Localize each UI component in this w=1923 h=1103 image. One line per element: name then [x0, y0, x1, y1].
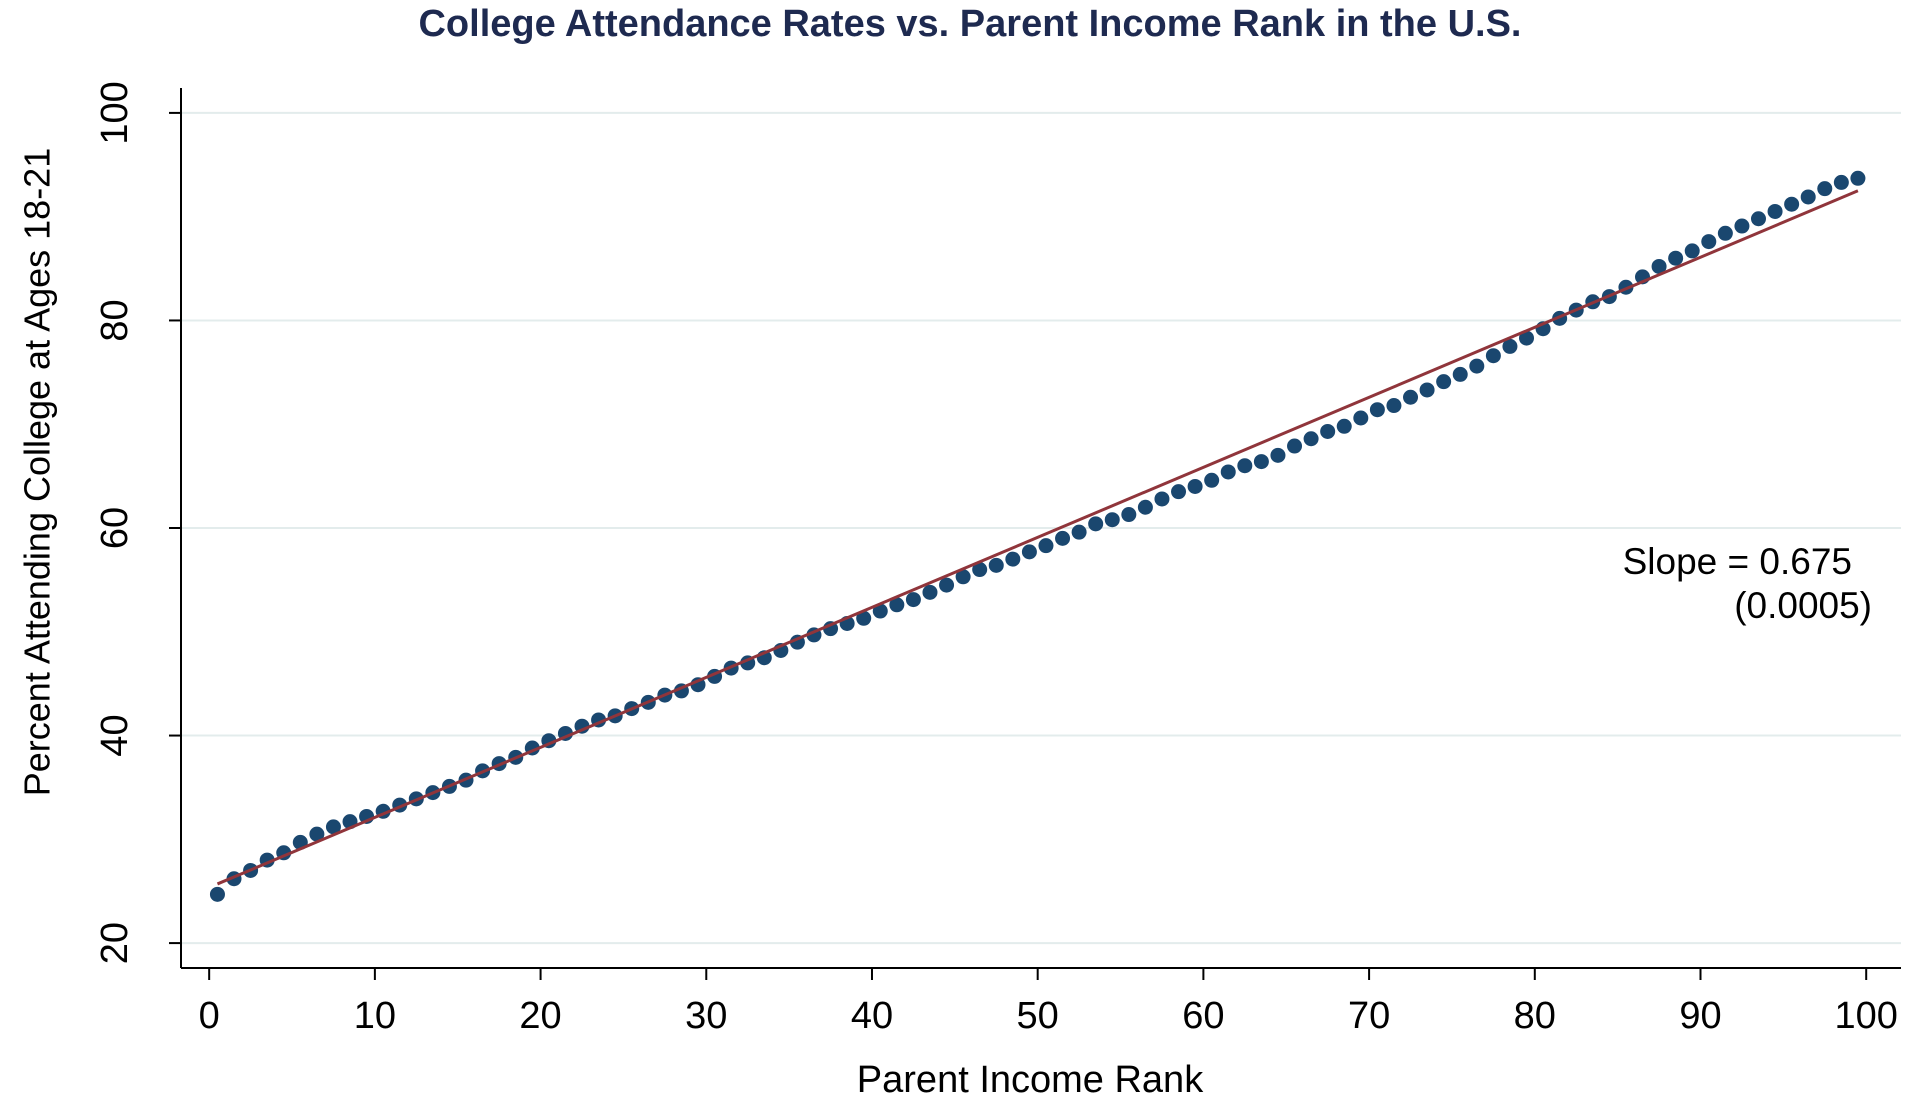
scatter-point [309, 826, 325, 842]
scatter-point [1055, 530, 1071, 546]
scatter-point [1850, 170, 1866, 186]
y-tick-label: 40 [94, 714, 136, 756]
scatter-point [955, 569, 971, 585]
x-tick-label: 60 [1182, 995, 1224, 1037]
scatter-point [856, 610, 872, 626]
x-tick-label: 70 [1348, 995, 1390, 1037]
x-tick-label: 20 [519, 995, 561, 1037]
scatter-point [1220, 464, 1236, 480]
scatter-point [1154, 491, 1170, 507]
scatter-point [1800, 189, 1816, 205]
scatter-point [1121, 507, 1137, 523]
scatter-point [939, 577, 955, 593]
scatter-point [1519, 330, 1535, 346]
scatter-point [905, 592, 921, 608]
scatter-point [1253, 454, 1269, 470]
scatter-point [1171, 484, 1187, 500]
scatter-point [1187, 478, 1203, 494]
scatter-point [1750, 211, 1766, 227]
x-tick-label: 80 [1514, 995, 1556, 1037]
scatter-point [1353, 410, 1369, 426]
scatter-point [1419, 382, 1435, 398]
scatter-point [1817, 181, 1833, 197]
scatter-point [1784, 196, 1800, 212]
chart-title: College Attendance Rates vs. Parent Inco… [418, 3, 1521, 45]
scatter-point [1386, 398, 1402, 414]
x-tick-label: 0 [199, 995, 220, 1037]
scatter-point [1436, 374, 1452, 390]
x-tick-label: 40 [851, 995, 893, 1037]
scatter-point [1502, 338, 1518, 354]
scatter-point [1270, 447, 1286, 463]
scatter-point [1469, 358, 1485, 374]
scatter-point [1104, 512, 1120, 528]
scatter-point [1088, 516, 1104, 532]
scatter-point [1071, 524, 1087, 540]
scatter-point [988, 557, 1004, 573]
scatter-point [1485, 348, 1501, 364]
scatter-point [1369, 402, 1385, 418]
y-tick-label: 100 [94, 81, 136, 144]
y-tick-label: 60 [94, 507, 136, 549]
scatter-point [1767, 203, 1783, 219]
x-tick-label: 90 [1679, 995, 1721, 1037]
scatter-point [1287, 438, 1303, 454]
scatter-point [209, 886, 225, 902]
scatter-point [1005, 551, 1021, 567]
scatter-point [1204, 472, 1220, 488]
scatter-point [1734, 218, 1750, 234]
scatter-point [922, 584, 938, 600]
annotation: Slope = 0.675 [1623, 541, 1852, 582]
scatter-point [1303, 431, 1319, 447]
scatter-point [1038, 538, 1054, 554]
scatter-point [1651, 258, 1667, 274]
y-axis-label: Percent Attending College at Ages 18-21 [17, 148, 58, 796]
x-axis-label: Parent Income Rank [857, 1059, 1204, 1101]
x-tick-label: 30 [685, 995, 727, 1037]
y-tick-label: 80 [94, 299, 136, 341]
scatter-point [1684, 243, 1700, 259]
x-tick-label: 100 [1834, 995, 1897, 1037]
scatter-point [1336, 418, 1352, 434]
scatter-point [1717, 225, 1733, 241]
scatter-point [1452, 366, 1468, 382]
scatter-point [1137, 499, 1153, 515]
scatter-point [1668, 250, 1684, 266]
scatter-point [1833, 174, 1849, 190]
scatter-point [972, 562, 988, 578]
scatter-point [872, 603, 888, 619]
x-tick-label: 10 [354, 995, 396, 1037]
y-tick-label: 20 [94, 922, 136, 964]
scatter-point [889, 597, 905, 613]
scatter-point [1237, 458, 1253, 474]
scatter-point [1701, 234, 1717, 250]
scatter-point [1403, 389, 1419, 405]
annotation: (0.0005) [1734, 585, 1872, 626]
fit-line [216, 189, 1859, 886]
scatter-point [325, 819, 341, 835]
scatter-point [1021, 544, 1037, 560]
scatter-point [1320, 423, 1336, 439]
x-tick-label: 50 [1017, 995, 1059, 1037]
